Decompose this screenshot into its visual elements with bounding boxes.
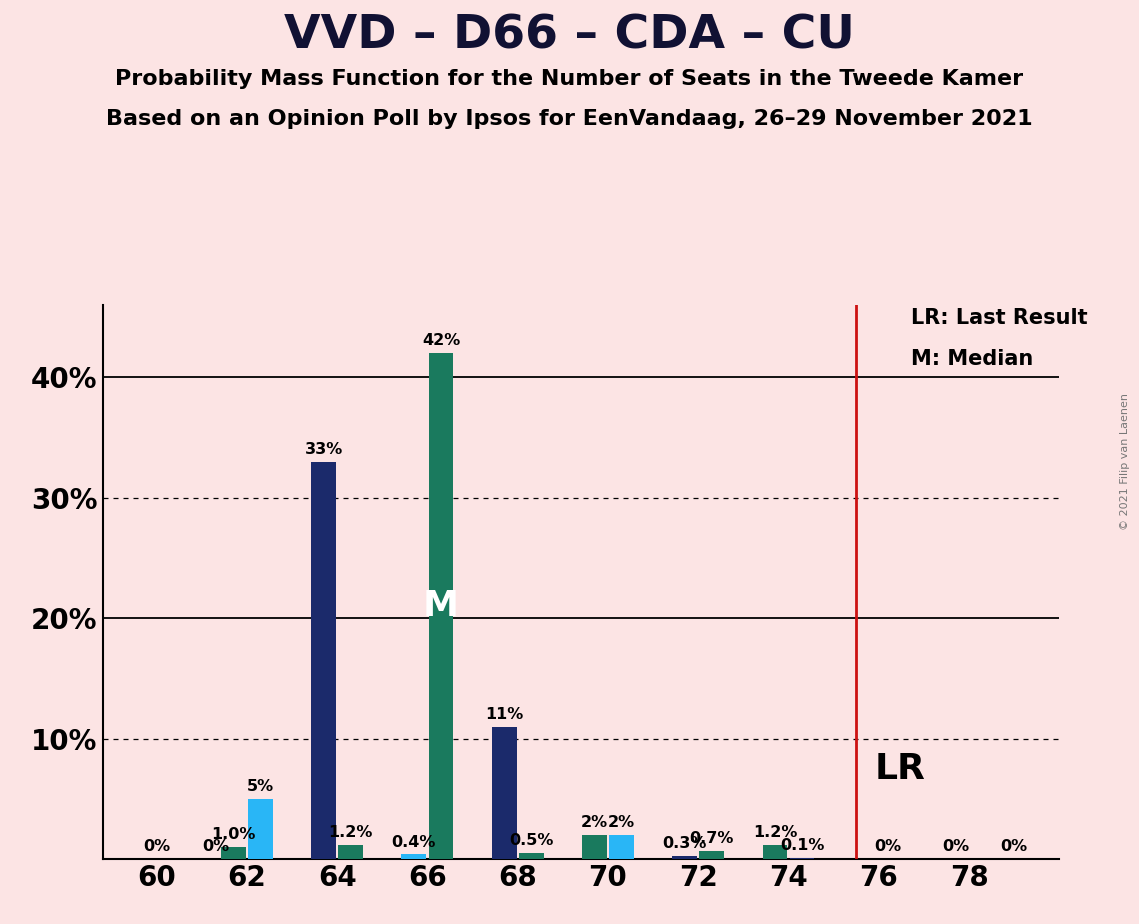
Bar (582, 835, 607, 859)
Text: 0%: 0% (875, 840, 901, 855)
Bar (311, 462, 336, 859)
Text: M: Median: M: Median (911, 349, 1033, 370)
Bar (428, 353, 453, 859)
Text: LR: Last Result: LR: Last Result (911, 308, 1088, 328)
Bar (609, 835, 634, 859)
Bar (221, 847, 246, 859)
Bar (492, 727, 517, 859)
Text: 2%: 2% (581, 815, 608, 831)
Text: 0%: 0% (144, 840, 170, 855)
Text: Probability Mass Function for the Number of Seats in the Tweede Kamer: Probability Mass Function for the Number… (115, 69, 1024, 90)
Text: 0.7%: 0.7% (689, 831, 734, 846)
Bar (762, 845, 787, 859)
Text: © 2021 Filip van Laenen: © 2021 Filip van Laenen (1120, 394, 1130, 530)
Bar (519, 853, 543, 859)
Bar (248, 799, 273, 859)
Bar (672, 856, 697, 859)
Bar (338, 845, 363, 859)
Text: 11%: 11% (485, 707, 523, 722)
Text: 0%: 0% (1000, 840, 1027, 855)
Text: 0%: 0% (202, 840, 229, 855)
Text: 0.4%: 0.4% (392, 834, 436, 850)
Text: LR: LR (875, 752, 925, 786)
Text: 33%: 33% (304, 442, 343, 456)
Text: 1.0%: 1.0% (211, 828, 255, 843)
Text: 1.2%: 1.2% (328, 825, 372, 840)
Bar (789, 858, 814, 859)
Text: 0.3%: 0.3% (663, 836, 707, 851)
Bar (402, 855, 426, 859)
Text: 0.5%: 0.5% (509, 833, 554, 848)
Text: 1.2%: 1.2% (753, 825, 797, 840)
Text: 0%: 0% (942, 840, 969, 855)
Text: M: M (423, 590, 459, 623)
Text: 0.1%: 0.1% (780, 838, 825, 853)
Bar (699, 851, 724, 859)
Text: 42%: 42% (421, 334, 460, 348)
Text: Based on an Opinion Poll by Ipsos for EenVandaag, 26–29 November 2021: Based on an Opinion Poll by Ipsos for Ee… (106, 109, 1033, 129)
Text: VVD – D66 – CDA – CU: VVD – D66 – CDA – CU (284, 14, 855, 59)
Text: 5%: 5% (247, 779, 274, 795)
Text: 2%: 2% (608, 815, 636, 831)
